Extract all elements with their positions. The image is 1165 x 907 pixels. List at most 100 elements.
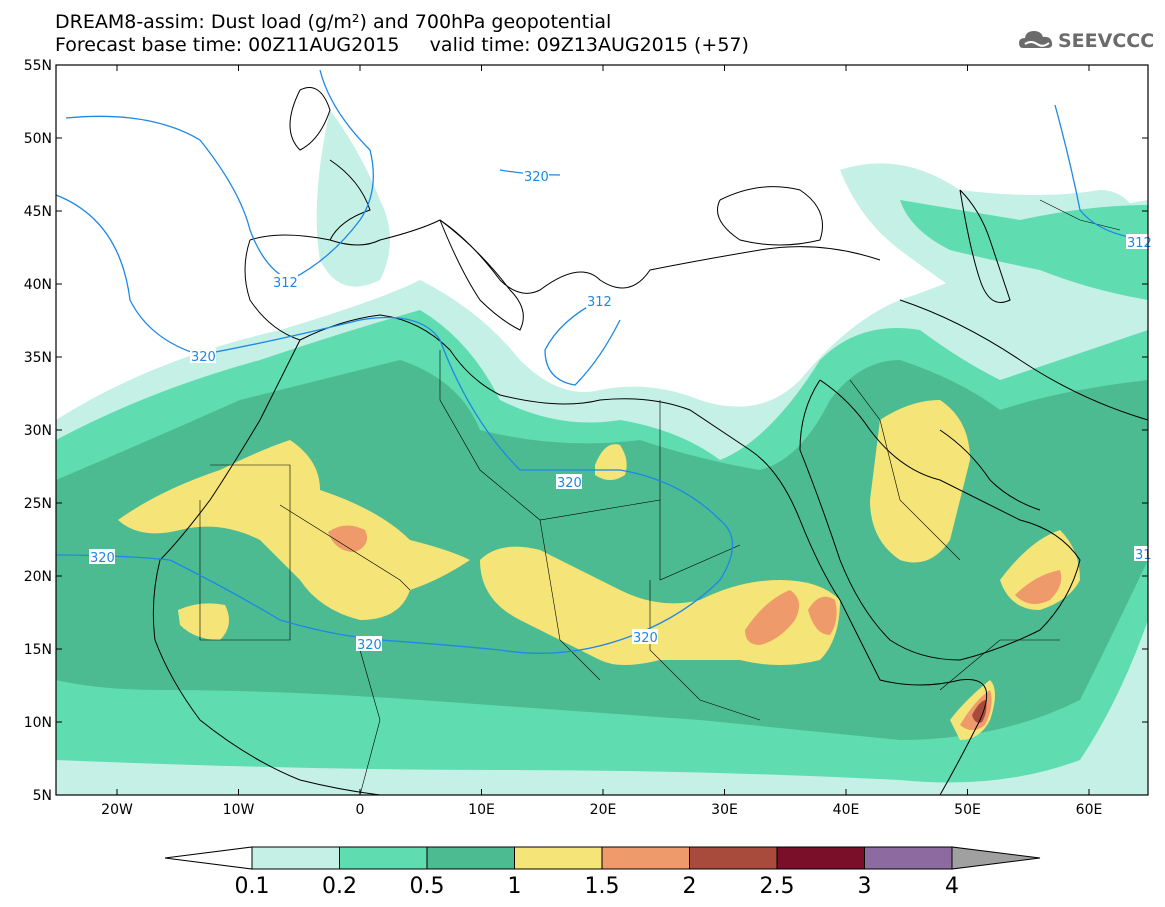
dust-band-1.5-mali bbox=[328, 525, 368, 552]
colorbar-label: 1.5 bbox=[585, 874, 620, 899]
lat-label: 45N bbox=[24, 204, 52, 220]
cloud-icon bbox=[1019, 31, 1053, 48]
dust-band-1-oman bbox=[1000, 530, 1080, 610]
border bbox=[439, 350, 661, 521]
border bbox=[649, 580, 761, 721]
seevccc-logo bbox=[1017, 24, 1157, 60]
contour-label-bg bbox=[1126, 234, 1148, 249]
lon-label: 20E bbox=[590, 802, 617, 818]
contour-label-bg bbox=[190, 348, 216, 363]
border bbox=[539, 519, 601, 681]
colorbar-label: 3 bbox=[858, 874, 872, 899]
colorbar-segment bbox=[776, 846, 865, 870]
contour-label: 31 bbox=[1135, 548, 1152, 563]
contour-label: 312 bbox=[1127, 236, 1152, 251]
coastline-britain bbox=[289, 87, 331, 151]
dust-band-0.5 bbox=[56, 360, 1148, 740]
country-borders bbox=[199, 199, 1121, 795]
colorbar-label: 2 bbox=[683, 874, 697, 899]
border bbox=[199, 464, 291, 641]
dust-band-1.5-yemen bbox=[1015, 570, 1062, 604]
latitude-axis: 55N 50N 45N 40N 35N 30N 25N 20N 15N 10N 5N bbox=[24, 58, 1148, 804]
lat-label: 10N bbox=[24, 715, 52, 731]
lat-label: 50N bbox=[24, 131, 52, 147]
contour-label: 320 bbox=[524, 170, 549, 185]
lat-label: 30N bbox=[24, 423, 52, 439]
lat-label: 25N bbox=[24, 496, 52, 512]
contour-label: 320 bbox=[633, 631, 658, 646]
colorbar-segment bbox=[601, 846, 690, 870]
lon-label: 0 bbox=[356, 802, 365, 818]
colorbar-segment bbox=[514, 846, 603, 870]
coastline-blacksea bbox=[717, 186, 823, 246]
colorbar-segment bbox=[339, 846, 428, 870]
colorbar-low-arrow bbox=[164, 846, 253, 870]
contour-label: 320 bbox=[90, 551, 115, 566]
contour-labels: 320 312 320 312 312 320 320 320 320 31 bbox=[89, 168, 1152, 653]
colorbar-segment bbox=[251, 846, 340, 870]
contour-label: 320 bbox=[357, 638, 382, 653]
contour-label-bg bbox=[632, 629, 658, 644]
dust-band-1-west bbox=[118, 440, 470, 620]
lat-label: 35N bbox=[24, 350, 52, 366]
border bbox=[279, 504, 411, 591]
lat-label: 5N bbox=[33, 788, 52, 804]
colorbar-segment bbox=[864, 846, 953, 870]
logo-text: SEEVCCC bbox=[1058, 30, 1155, 52]
longitude-axis: 20W 10W 0 10E 20E 30E 40E 50E 60E bbox=[101, 65, 1102, 818]
contour-label-bg bbox=[356, 636, 382, 651]
contour-320-west bbox=[56, 316, 733, 654]
contour-label-bg bbox=[1134, 546, 1148, 561]
colorbar-label: 0.2 bbox=[322, 874, 357, 899]
contour-label-bg bbox=[89, 549, 115, 564]
contour-label: 320 bbox=[557, 476, 582, 491]
coastline-iberia bbox=[244, 239, 301, 341]
contour-label-bg bbox=[272, 274, 298, 289]
colorbar-label: 0.5 bbox=[410, 874, 445, 899]
lat-label: 20N bbox=[24, 569, 52, 585]
border bbox=[849, 379, 961, 561]
coastline-arabia bbox=[799, 379, 1081, 661]
contour-label: 312 bbox=[587, 295, 612, 310]
dust-band-1-arabia bbox=[870, 400, 970, 563]
lon-label: 20W bbox=[101, 802, 133, 818]
colorbar-high-arrow bbox=[951, 846, 1041, 870]
coastline-iran bbox=[899, 299, 1148, 421]
colorbar: 0.1 0.2 0.5 1 1.5 2 2.5 3 4 bbox=[164, 846, 1041, 899]
dust-band-1-mauritania bbox=[178, 603, 229, 640]
contour-label-bg bbox=[586, 293, 612, 308]
coastline-europe-south bbox=[249, 219, 881, 294]
forecast-times: Forecast base time: 00Z11AUG2015 valid t… bbox=[55, 34, 749, 56]
coastline-persiangulf bbox=[939, 429, 1041, 511]
dust-band-0.2-caspian bbox=[900, 200, 1148, 300]
contour-312-greece bbox=[544, 299, 621, 386]
lat-label: 40N bbox=[24, 277, 52, 293]
map-title: DREAM8-assim: Dust load (g/m²) and 700hP… bbox=[55, 11, 612, 33]
colorbar-segment bbox=[426, 846, 515, 870]
lon-label: 10E bbox=[468, 802, 495, 818]
dust-band-1.5-sudan bbox=[745, 590, 799, 645]
colorbar-segment bbox=[689, 846, 778, 870]
lon-label: 10W bbox=[223, 802, 255, 818]
coastline-france bbox=[329, 159, 371, 241]
contour-label-bg bbox=[556, 474, 582, 489]
colorbar-label: 4 bbox=[945, 874, 959, 899]
dust-band-1.5-redsea bbox=[808, 596, 837, 635]
dust-band-1-libya bbox=[595, 444, 627, 480]
contour-label: 320 bbox=[191, 350, 216, 365]
lat-label: 15N bbox=[24, 642, 52, 658]
dust-band-2-somalia bbox=[972, 700, 987, 723]
coastlines bbox=[152, 87, 1148, 795]
contour-label: 312 bbox=[273, 276, 298, 291]
lon-label: 30E bbox=[711, 802, 738, 818]
lat-label: 55N bbox=[24, 58, 52, 74]
coastline-caspian bbox=[959, 189, 1011, 303]
coastline-westafrica bbox=[152, 339, 381, 795]
coastline-africa bbox=[299, 314, 988, 795]
lon-label: 50E bbox=[954, 802, 981, 818]
contour-label-bg bbox=[523, 168, 549, 183]
border bbox=[659, 400, 741, 581]
border bbox=[1039, 199, 1121, 231]
border bbox=[359, 649, 381, 795]
